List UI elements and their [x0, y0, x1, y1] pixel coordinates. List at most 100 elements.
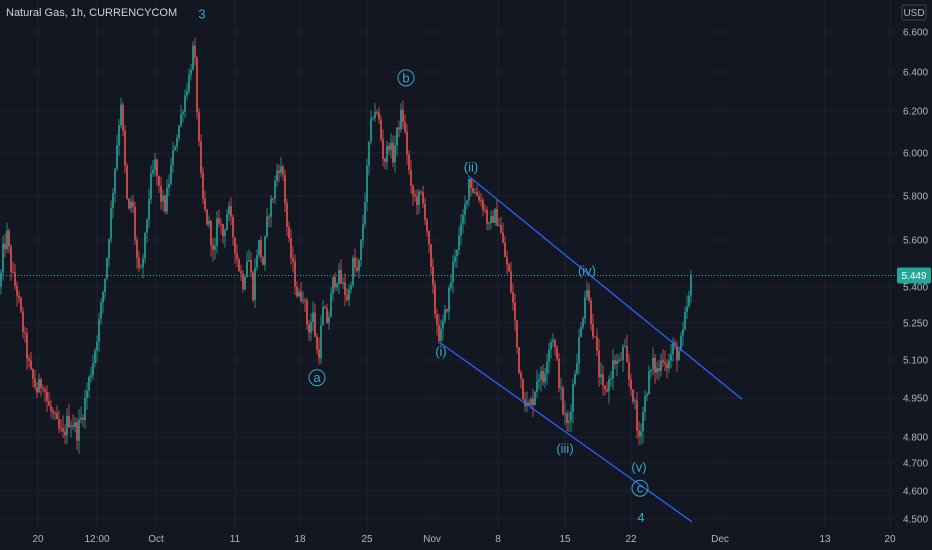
- candle-body: [544, 373, 546, 383]
- candle-body: [536, 381, 538, 392]
- price-tick-label: 5.400: [903, 283, 928, 294]
- price-axis-labels: 6.600 6.400 6.200 6.000 5.800 5.600 5.400 5.250…: [903, 28, 928, 526]
- candle-body: [608, 379, 610, 392]
- candle-body: [400, 109, 402, 130]
- candle-body: [146, 219, 148, 233]
- candle-body: [192, 45, 194, 70]
- candle-body: [630, 379, 632, 390]
- candle-body: [264, 236, 266, 265]
- candle-body: [152, 169, 154, 174]
- candle-body: [272, 198, 274, 200]
- candle-body: [6, 230, 8, 249]
- candle-body: [430, 244, 432, 268]
- candle-body: [198, 112, 200, 142]
- candle-body: [168, 183, 170, 188]
- candle-body: [588, 290, 590, 301]
- candle-body: [566, 413, 568, 423]
- channel-lower-line[interactable]: [439, 342, 693, 523]
- candle-body: [606, 389, 608, 392]
- wave-label: (v): [631, 460, 646, 475]
- candle-body: [270, 198, 272, 217]
- candle-body: [164, 195, 166, 212]
- candle-body: [396, 127, 398, 146]
- candle-body: [622, 346, 624, 360]
- candle-body: [518, 347, 520, 373]
- candle-body: [2, 243, 4, 273]
- candle-body: [236, 253, 238, 260]
- candle-body: [180, 114, 182, 126]
- candle-body: [274, 180, 276, 200]
- candle-body: [602, 374, 604, 386]
- candle-body: [484, 209, 486, 211]
- candle-body: [80, 417, 82, 420]
- last-price-value: 5.449: [901, 271, 926, 282]
- candle-body: [20, 298, 22, 312]
- wave-label-circle: [397, 69, 415, 87]
- candle-body: [420, 191, 422, 193]
- candle-body: [296, 286, 298, 297]
- candle-body: [314, 312, 316, 337]
- candle-body: [58, 419, 60, 429]
- candle-body: [242, 273, 244, 290]
- candle-body: [260, 240, 262, 258]
- candle-body: [256, 255, 258, 268]
- candle-body: [102, 292, 104, 303]
- candle-body: [44, 389, 46, 392]
- trend-channel[interactable]: [439, 175, 743, 523]
- candle-body: [412, 185, 414, 195]
- candle-body: [662, 360, 664, 363]
- candle-body: [86, 390, 88, 398]
- wave-label: (i): [435, 344, 447, 359]
- wave-label: (iv): [578, 263, 596, 278]
- candle-body: [454, 256, 456, 262]
- candle-body: [578, 337, 580, 364]
- currency-badge[interactable]: USD: [901, 4, 927, 21]
- candle-body: [636, 400, 638, 431]
- candle-body: [482, 200, 484, 210]
- price-tick-label: 4.500: [903, 515, 928, 526]
- candle-body: [148, 199, 150, 220]
- candle-body: [648, 371, 650, 395]
- candle-body: [188, 74, 190, 92]
- candle-body: [546, 361, 548, 374]
- time-tick-label: 25: [361, 534, 373, 545]
- candle-body: [92, 363, 94, 376]
- candle-body: [658, 368, 660, 371]
- candle-body: [508, 264, 510, 272]
- grid-lines: [0, 0, 896, 528]
- candle-body: [310, 321, 312, 333]
- candle-body: [664, 362, 666, 365]
- candle-body: [74, 422, 76, 427]
- candle-body: [12, 271, 14, 273]
- candle-body: [276, 170, 278, 181]
- candle-body: [278, 170, 280, 173]
- candle-body: [328, 317, 330, 323]
- candle-body: [494, 208, 496, 223]
- price-tick-label: 6.600: [903, 28, 928, 39]
- candle-body: [618, 359, 620, 361]
- candle-body: [126, 165, 128, 199]
- candle-body: [78, 419, 80, 441]
- currency-label: USD: [903, 8, 924, 19]
- candle-body: [538, 379, 540, 382]
- candle-body: [426, 219, 428, 232]
- candle-body: [320, 325, 322, 359]
- price-tick-label: 4.600: [903, 487, 928, 498]
- candle-body: [230, 206, 232, 217]
- candle-body: [132, 201, 134, 207]
- candle-body: [460, 223, 462, 236]
- channel-upper-line[interactable]: [467, 175, 743, 400]
- candle-body: [680, 335, 682, 351]
- candle-body: [456, 249, 458, 257]
- candle-body: [610, 378, 612, 380]
- candle-body: [24, 332, 26, 334]
- time-tick-label: Oct: [148, 534, 164, 545]
- price-tick-label: 5.250: [903, 319, 928, 330]
- candle-body: [512, 292, 514, 303]
- candle-body: [268, 216, 270, 218]
- candle-body: [626, 346, 628, 362]
- candle-body: [106, 258, 108, 279]
- candle-body: [52, 411, 54, 414]
- candle-body: [234, 237, 236, 254]
